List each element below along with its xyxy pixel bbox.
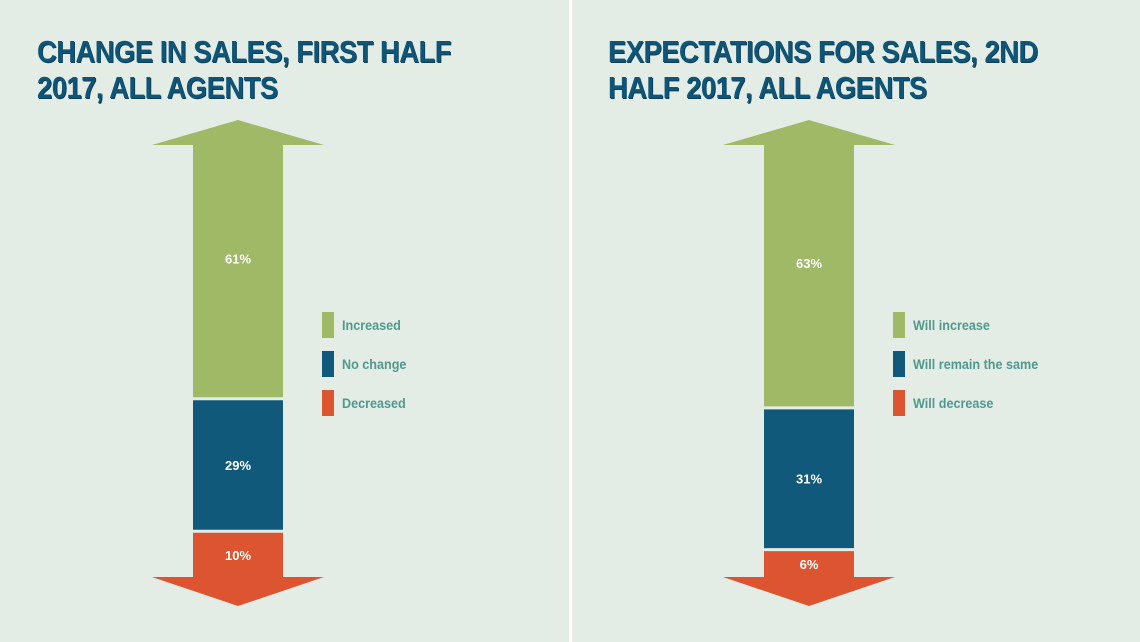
stacked-arrow-chart-first-half: 61% 29% 10% [152, 120, 324, 606]
legend-label-decreased: Decreased [342, 395, 406, 411]
segment-will-increase [723, 120, 895, 407]
panel-divider [569, 0, 572, 642]
segment-will-decrease [723, 551, 895, 606]
legend-second-half: Will increase Will remain the same Will … [893, 312, 1052, 429]
stacked-arrow-chart-second-half: 63% 31% 6% [723, 120, 895, 606]
segment-decreased [152, 532, 324, 606]
legend-label-will-decrease: Will decrease [913, 395, 994, 411]
data-label-increased: 61% [225, 252, 251, 267]
chart-panel-first-half: CHANGE IN SALES, FIRST HALF 2017, ALL AG… [37, 34, 451, 606]
legend-swatch-decreased [322, 390, 334, 416]
legend-label-no-change: No change [342, 356, 407, 372]
legend-item-will-decrease: Will decrease [893, 390, 1052, 416]
legend-swatch-no-change [322, 351, 334, 377]
chart-title-second-half: EXPECTATIONS FOR SALES, 2ND HALF 2017, A… [608, 34, 1038, 105]
legend-label-will-increase: Will increase [913, 317, 990, 333]
chart-panel-second-half: EXPECTATIONS FOR SALES, 2ND HALF 2017, A… [571, 0, 1140, 642]
segment-no-change [193, 400, 283, 530]
legend-item-will-increase: Will increase [893, 312, 1052, 338]
data-label-will-remain-the-same: 31% [796, 472, 822, 487]
chart-title-first-half: CHANGE IN SALES, FIRST HALF 2017, ALL AG… [37, 34, 451, 105]
legend-swatch-increased [322, 312, 334, 338]
legend-item-will-remain-the-same: Will remain the same [893, 351, 1052, 377]
legend-swatch-will-increase [893, 312, 905, 338]
legend-item-no-change: No change [322, 351, 414, 377]
segment-will-remain-the-same [764, 409, 854, 549]
legend-swatch-will-decrease [893, 390, 905, 416]
legend-first-half: Increased No change Decreased [322, 312, 414, 429]
segment-increased [152, 120, 324, 398]
data-label-will-increase: 63% [796, 256, 822, 271]
data-label-no-change: 29% [225, 458, 251, 473]
data-label-decreased: 10% [225, 548, 251, 563]
legend-swatch-will-remain-the-same [893, 351, 905, 377]
legend-label-increased: Increased [342, 317, 401, 333]
legend-item-increased: Increased [322, 312, 414, 338]
legend-item-decreased: Decreased [322, 390, 414, 416]
legend-label-will-remain-the-same: Will remain the same [913, 356, 1039, 372]
data-label-will-decrease: 6% [800, 557, 819, 572]
